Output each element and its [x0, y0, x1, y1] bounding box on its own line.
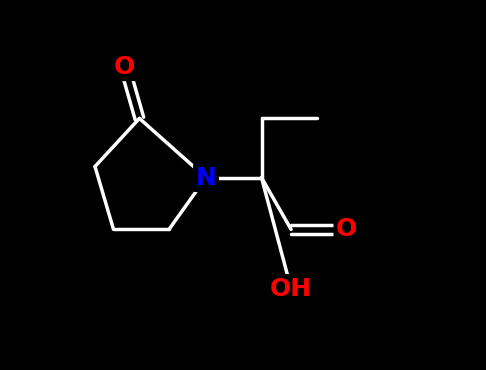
Text: O: O — [114, 55, 135, 78]
Text: O: O — [336, 218, 357, 241]
Text: OH: OH — [270, 277, 312, 300]
Text: N: N — [195, 166, 216, 189]
